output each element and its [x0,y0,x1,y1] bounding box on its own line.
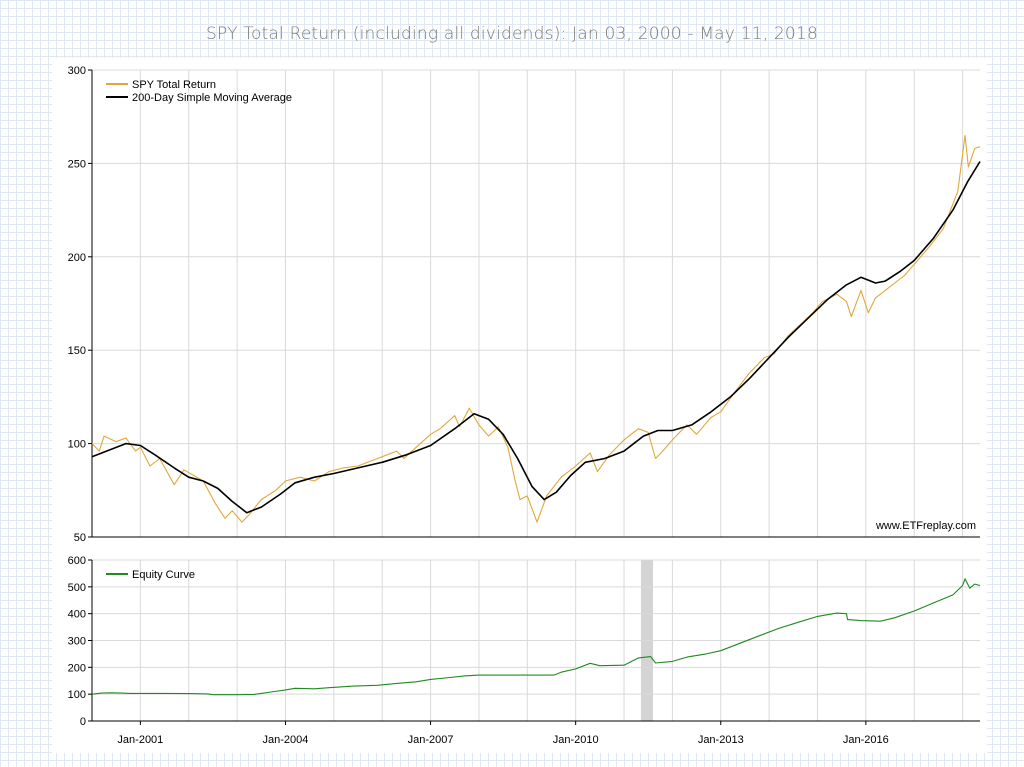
bottom-ytick-label: 600 [68,555,86,567]
top-ytick-label: 50 [74,532,86,544]
top-series-line-1 [91,161,981,514]
top-ytick-label: 100 [68,439,86,451]
bottom-ytick-label: 200 [68,662,86,674]
bottom-ytick-label: 300 [68,636,86,648]
bottom-ytick-label: 500 [68,582,86,594]
bottom-ytick-label: 400 [68,609,86,621]
bottom-series-line-0 [91,578,981,696]
bottom-legend-label: Equity Curve [132,569,195,581]
bottom-ytick-label: 0 [80,716,86,728]
bottom-xtick-label: Jan-2016 [843,734,889,746]
top-plot-area [92,70,980,537]
top-ytick-label: 150 [68,345,86,357]
top-panel: 300 250 200 150 100 50 SPY Total Return200-Day… [68,65,981,544]
bottom-ytick-label: 100 [68,689,86,701]
bottom-xtick-label: Jan-2004 [263,734,309,746]
chart-svg: 300 250 200 150 100 50 SPY Total Return200-Day… [68,65,981,746]
top-legend-label: SPY Total Return [132,79,216,91]
top-watermark: www.ETFreplay.com [875,520,976,532]
top-ytick-label: 200 [68,252,86,264]
chart-card: 300 250 200 150 100 50 SPY Total Return 200-Day… [52,58,987,753]
top-ytick-label: 300 [68,65,86,77]
bottom-xtick-label: Jan-2001 [117,734,163,746]
bottom-xtick-label: Jan-2010 [553,734,599,746]
bottom-panel: 600 500 400 300 200 100 0 Jan-2001 Jan-2004 Jan-2… [68,555,981,746]
bottom-xtick-label: Jan-2013 [698,734,744,746]
bottom-xtick-label: Jan-2007 [408,734,454,746]
page-title: SPY Total Return (including all dividend… [206,24,818,44]
top-legend-label: 200-Day Simple Moving Average [132,92,292,104]
top-series-line-0 [91,134,981,523]
top-ytick-label: 250 [68,158,86,170]
